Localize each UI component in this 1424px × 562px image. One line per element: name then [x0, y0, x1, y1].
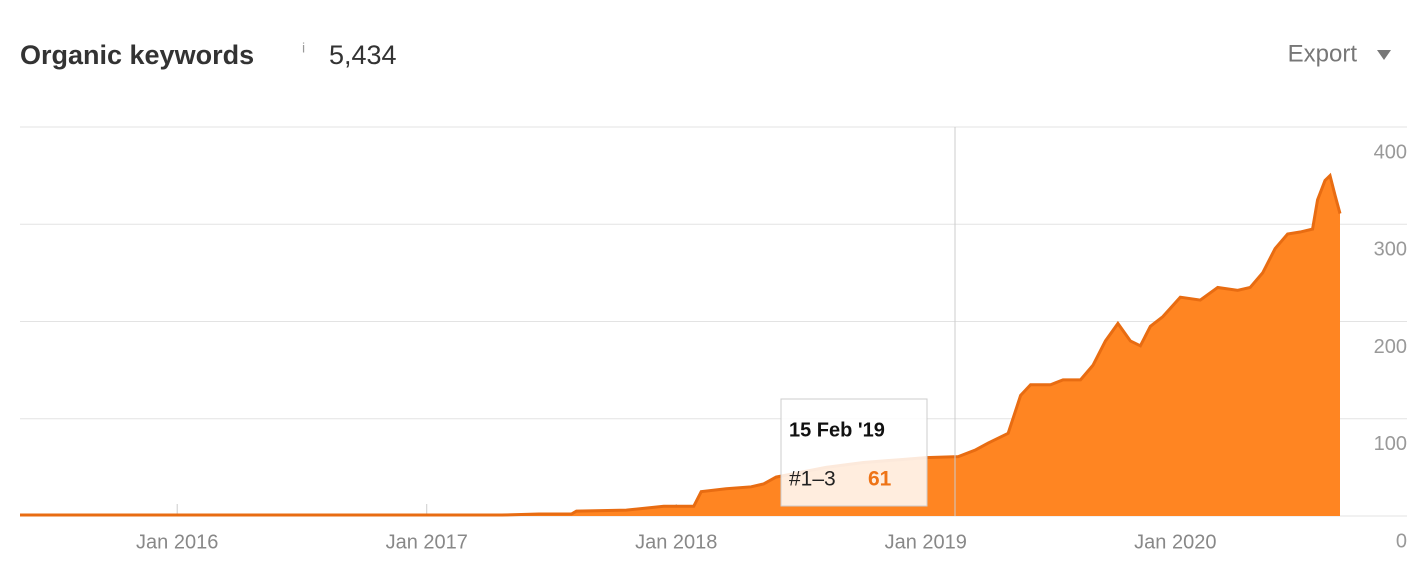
export-arrow[interactable]	[1377, 50, 1391, 60]
y-tick-label: 400	[1374, 141, 1407, 163]
line	[20, 172, 1342, 517]
x-tick-label: Jan 2017	[386, 531, 468, 553]
y-tick-label: 100	[1374, 433, 1407, 455]
total: 5,434	[329, 40, 397, 70]
tooltip-series: #1–3	[789, 468, 836, 491]
tooltip-date: 15 Feb '19	[789, 419, 885, 441]
plot: 0 100 200 300 400 Jan 2016 Jan 2017 Jan 2018 Jan…	[20, 126, 1407, 553]
x-tick-label: Jan 2016	[136, 531, 218, 553]
info-icon[interactable]: i	[302, 40, 305, 56]
title: Organic keywords	[20, 40, 254, 70]
x-tick-label: Jan 2020	[1134, 531, 1216, 553]
export-button[interactable]: Export	[1288, 40, 1358, 67]
y-tick-label: 300	[1374, 239, 1407, 261]
tooltip-box	[780, 398, 928, 507]
y-tick-label: 0	[1396, 530, 1407, 552]
x-tick-label: Jan 2018	[635, 531, 717, 553]
x-tick-label: Jan 2019	[885, 531, 967, 553]
tooltip-value: 61	[868, 468, 892, 491]
tooltip: 15 Feb '19 #1–3 61	[780, 398, 928, 507]
y-tick-label: 200	[1374, 336, 1407, 358]
